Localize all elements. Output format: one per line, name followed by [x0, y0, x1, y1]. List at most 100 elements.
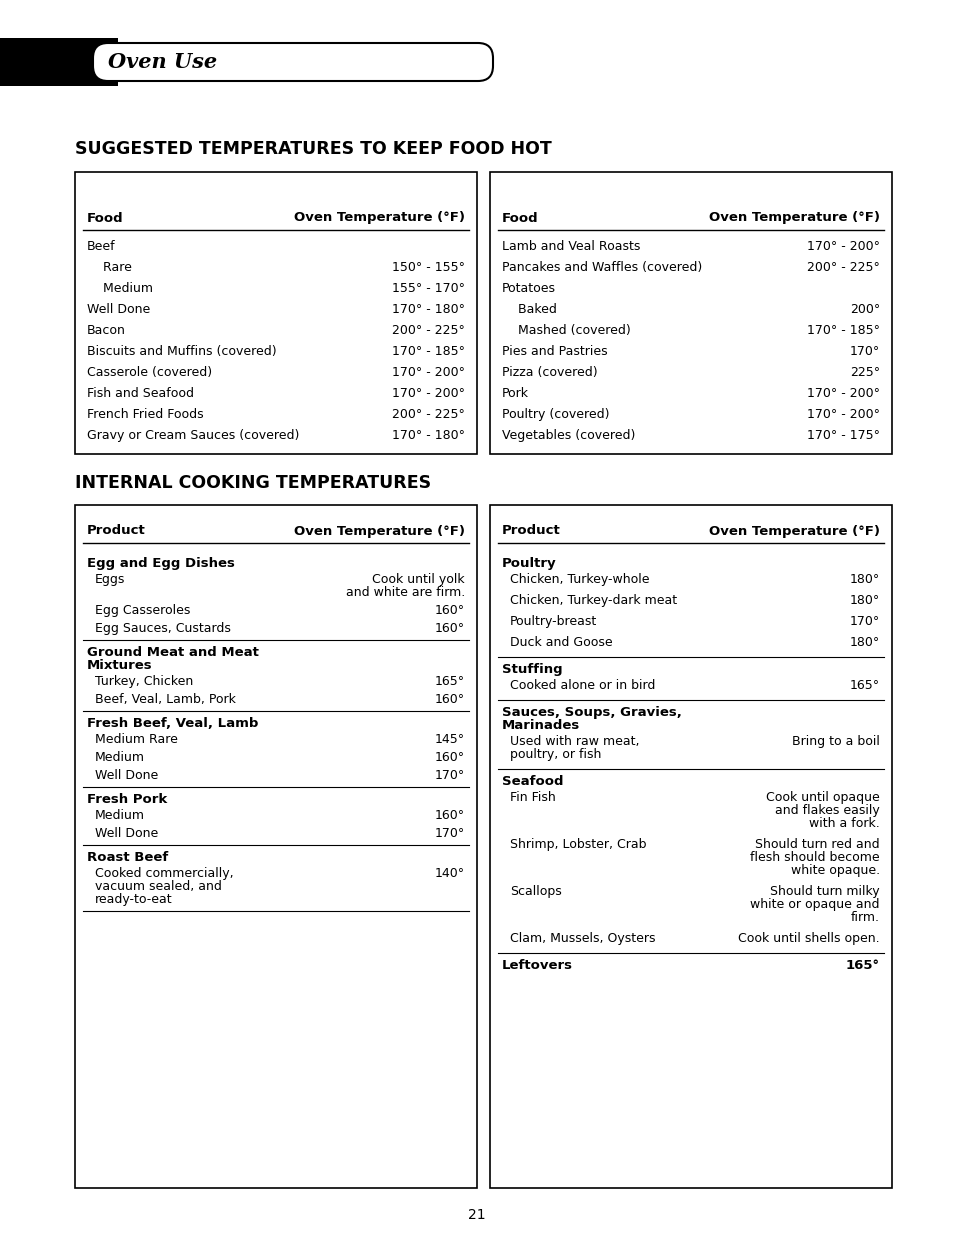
Text: flesh should become: flesh should become	[750, 851, 879, 864]
Text: Well Done: Well Done	[95, 769, 158, 782]
Text: 165°: 165°	[845, 960, 879, 972]
Text: Roast Beef: Roast Beef	[87, 851, 168, 864]
Text: 21: 21	[468, 1208, 485, 1221]
Text: 180°: 180°	[849, 573, 879, 585]
Text: Pies and Pastries: Pies and Pastries	[501, 345, 607, 358]
Text: 170°: 170°	[435, 769, 464, 782]
Text: 170° - 200°: 170° - 200°	[806, 408, 879, 421]
Text: Cook until yolk: Cook until yolk	[372, 573, 464, 585]
Bar	[0, 38, 118, 86]
Text: Pork: Pork	[501, 387, 529, 400]
Text: Casserole (covered): Casserole (covered)	[87, 366, 212, 379]
Text: and white are firm.: and white are firm.	[345, 585, 464, 599]
Text: and flakes easily: and flakes easily	[775, 804, 879, 818]
Text: white opaque.: white opaque.	[790, 864, 879, 877]
Text: Used with raw meat,: Used with raw meat,	[510, 735, 639, 748]
Text: Leftovers: Leftovers	[501, 960, 573, 972]
Text: Seafood: Seafood	[501, 776, 563, 788]
Text: 170° - 180°: 170° - 180°	[392, 429, 464, 442]
Text: 200° - 225°: 200° - 225°	[392, 408, 464, 421]
Text: Vegetables (covered): Vegetables (covered)	[501, 429, 635, 442]
Text: Egg Casseroles: Egg Casseroles	[95, 604, 191, 618]
Text: Fresh Beef, Veal, Lamb: Fresh Beef, Veal, Lamb	[87, 718, 258, 730]
Text: Egg Sauces, Custards: Egg Sauces, Custards	[95, 622, 231, 635]
Text: 170°: 170°	[435, 827, 464, 840]
Text: 160°: 160°	[435, 622, 464, 635]
Text: Cook until opaque: Cook until opaque	[765, 790, 879, 804]
Text: Duck and Goose: Duck and Goose	[510, 636, 612, 650]
Text: Beef, Veal, Lamb, Pork: Beef, Veal, Lamb, Pork	[95, 693, 235, 706]
Text: Rare: Rare	[87, 261, 132, 274]
Bar	[75, 505, 476, 1188]
Text: 145°: 145°	[435, 734, 464, 746]
Text: Biscuits and Muffins (covered): Biscuits and Muffins (covered)	[87, 345, 276, 358]
Text: Medium: Medium	[95, 751, 145, 764]
Text: Bring to a boil: Bring to a boil	[791, 735, 879, 748]
Text: 200° - 225°: 200° - 225°	[392, 324, 464, 337]
Text: Marinades: Marinades	[501, 719, 579, 732]
Text: Cooked commercially,: Cooked commercially,	[95, 867, 233, 881]
Text: Pancakes and Waffles (covered): Pancakes and Waffles (covered)	[501, 261, 701, 274]
Text: 170° - 180°: 170° - 180°	[392, 303, 464, 316]
Text: Shrimp, Lobster, Crab: Shrimp, Lobster, Crab	[510, 839, 646, 851]
Text: Fish and Seafood: Fish and Seafood	[87, 387, 193, 400]
Text: Poultry (covered): Poultry (covered)	[501, 408, 609, 421]
Text: 200° - 225°: 200° - 225°	[806, 261, 879, 274]
Text: vacuum sealed, and: vacuum sealed, and	[95, 881, 222, 893]
Text: 170°: 170°	[849, 615, 879, 629]
Text: 165°: 165°	[849, 679, 879, 692]
Text: 150° - 155°: 150° - 155°	[392, 261, 464, 274]
Text: Food: Food	[87, 211, 124, 225]
Text: Pizza (covered): Pizza (covered)	[501, 366, 597, 379]
Text: Baked: Baked	[501, 303, 557, 316]
Text: Product: Product	[87, 525, 146, 537]
Text: 160°: 160°	[435, 809, 464, 823]
Text: Mashed (covered): Mashed (covered)	[501, 324, 630, 337]
Text: 225°: 225°	[849, 366, 879, 379]
Text: ready-to-eat: ready-to-eat	[95, 893, 172, 906]
Text: 200°: 200°	[849, 303, 879, 316]
Text: 170° - 185°: 170° - 185°	[806, 324, 879, 337]
Text: Product: Product	[501, 525, 560, 537]
Text: Egg and Egg Dishes: Egg and Egg Dishes	[87, 557, 234, 571]
Text: Chicken, Turkey-whole: Chicken, Turkey-whole	[510, 573, 649, 585]
Text: Should turn red and: Should turn red and	[755, 839, 879, 851]
Text: Oven Temperature (°F): Oven Temperature (°F)	[294, 211, 464, 225]
Text: 160°: 160°	[435, 751, 464, 764]
Text: firm.: firm.	[850, 911, 879, 924]
Text: Cook until shells open.: Cook until shells open.	[738, 932, 879, 945]
Text: Well Done: Well Done	[95, 827, 158, 840]
Bar	[490, 505, 891, 1188]
Text: 170° - 175°: 170° - 175°	[806, 429, 879, 442]
Text: with a fork.: with a fork.	[808, 818, 879, 830]
Text: 155° - 170°: 155° - 170°	[392, 282, 464, 295]
Text: Gravy or Cream Sauces (covered): Gravy or Cream Sauces (covered)	[87, 429, 299, 442]
FancyBboxPatch shape	[92, 43, 493, 82]
Text: white or opaque and: white or opaque and	[750, 898, 879, 911]
Text: 170° - 200°: 170° - 200°	[806, 387, 879, 400]
Text: Scallops: Scallops	[510, 885, 561, 898]
Text: Bacon: Bacon	[87, 324, 126, 337]
Text: Medium: Medium	[87, 282, 152, 295]
Text: Oven Temperature (°F): Oven Temperature (°F)	[708, 211, 879, 225]
Text: Food: Food	[501, 211, 538, 225]
Text: 165°: 165°	[435, 676, 464, 688]
Text: 170° - 200°: 170° - 200°	[806, 240, 879, 253]
Text: Turkey, Chicken: Turkey, Chicken	[95, 676, 193, 688]
Text: 170° - 200°: 170° - 200°	[392, 366, 464, 379]
Text: Medium: Medium	[95, 809, 145, 823]
Text: Oven Temperature (°F): Oven Temperature (°F)	[294, 525, 464, 537]
Text: 180°: 180°	[849, 636, 879, 650]
Text: 140°: 140°	[435, 867, 464, 881]
Text: Stuffing: Stuffing	[501, 663, 562, 676]
Text: 170° - 185°: 170° - 185°	[392, 345, 464, 358]
Text: poultry, or fish: poultry, or fish	[510, 748, 600, 761]
Text: Oven Temperature (°F): Oven Temperature (°F)	[708, 525, 879, 537]
Text: SUGGESTED TEMPERATURES TO KEEP FOOD HOT: SUGGESTED TEMPERATURES TO KEEP FOOD HOT	[75, 140, 551, 158]
Text: 180°: 180°	[849, 594, 879, 606]
Text: Should turn milky: Should turn milky	[770, 885, 879, 898]
Text: Eggs: Eggs	[95, 573, 125, 585]
Text: Fresh Pork: Fresh Pork	[87, 793, 167, 806]
Text: Beef: Beef	[87, 240, 115, 253]
Text: Ground Meat and Meat: Ground Meat and Meat	[87, 646, 258, 659]
